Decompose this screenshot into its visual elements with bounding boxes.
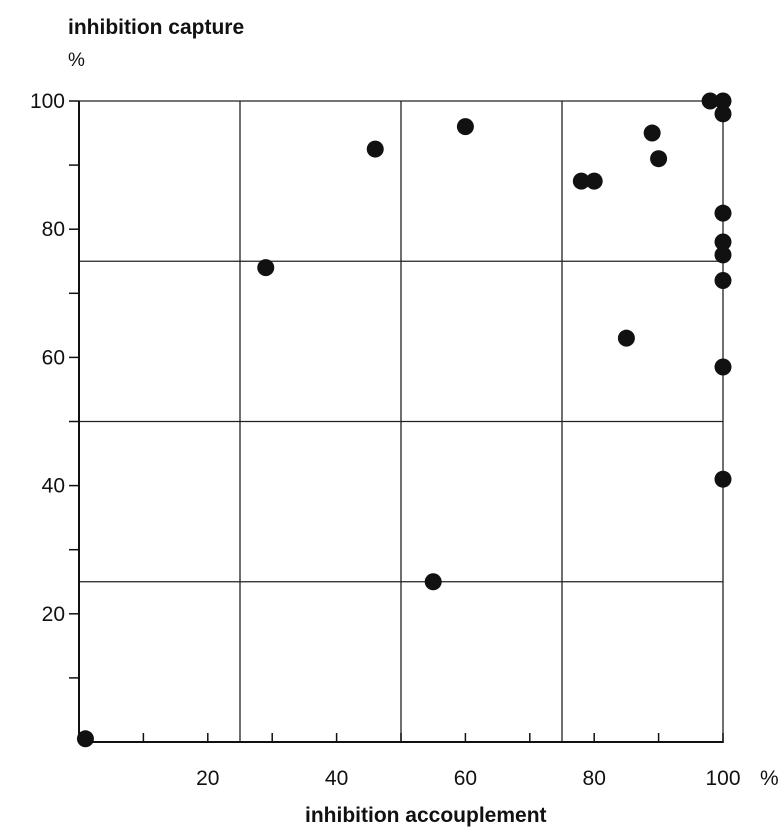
data-points	[76, 92, 732, 748]
x-axis-unit: %	[760, 767, 779, 790]
data-point	[572, 172, 590, 190]
data-point	[366, 140, 384, 158]
y-tick-label: 60	[42, 346, 65, 369]
data-point	[714, 470, 732, 488]
y-tick-label: 20	[42, 603, 65, 626]
x-axis-label: inhibition accouplement	[305, 804, 547, 827]
y-tick-label: 80	[42, 218, 65, 241]
data-point	[701, 92, 719, 110]
data-point	[714, 246, 732, 264]
data-point	[714, 105, 732, 123]
data-point	[714, 233, 732, 251]
y-tick-label: 40	[42, 475, 65, 498]
data-point	[714, 204, 732, 222]
y-axis-unit: %	[68, 50, 85, 71]
data-point	[76, 730, 94, 748]
data-point	[714, 271, 732, 289]
data-point	[424, 573, 442, 591]
y-tick-label: 100	[30, 90, 65, 113]
data-point	[650, 150, 668, 168]
data-point	[585, 172, 603, 190]
data-point	[714, 358, 732, 376]
data-point	[714, 92, 732, 110]
x-tick-label: 80	[583, 767, 606, 790]
x-tick-label: 40	[325, 767, 348, 790]
x-tick-label: 100	[705, 767, 740, 790]
data-point	[643, 124, 661, 142]
grid	[79, 100, 724, 742]
x-tick-label: 60	[454, 767, 477, 790]
x-tick-label: 20	[196, 767, 219, 790]
y-axis-label: inhibition capture	[68, 16, 244, 39]
data-point	[456, 118, 474, 136]
data-point	[617, 329, 635, 347]
data-point	[257, 259, 275, 277]
ticks: 20 40 60 80 100 20 40 60 80 100	[30, 90, 741, 790]
